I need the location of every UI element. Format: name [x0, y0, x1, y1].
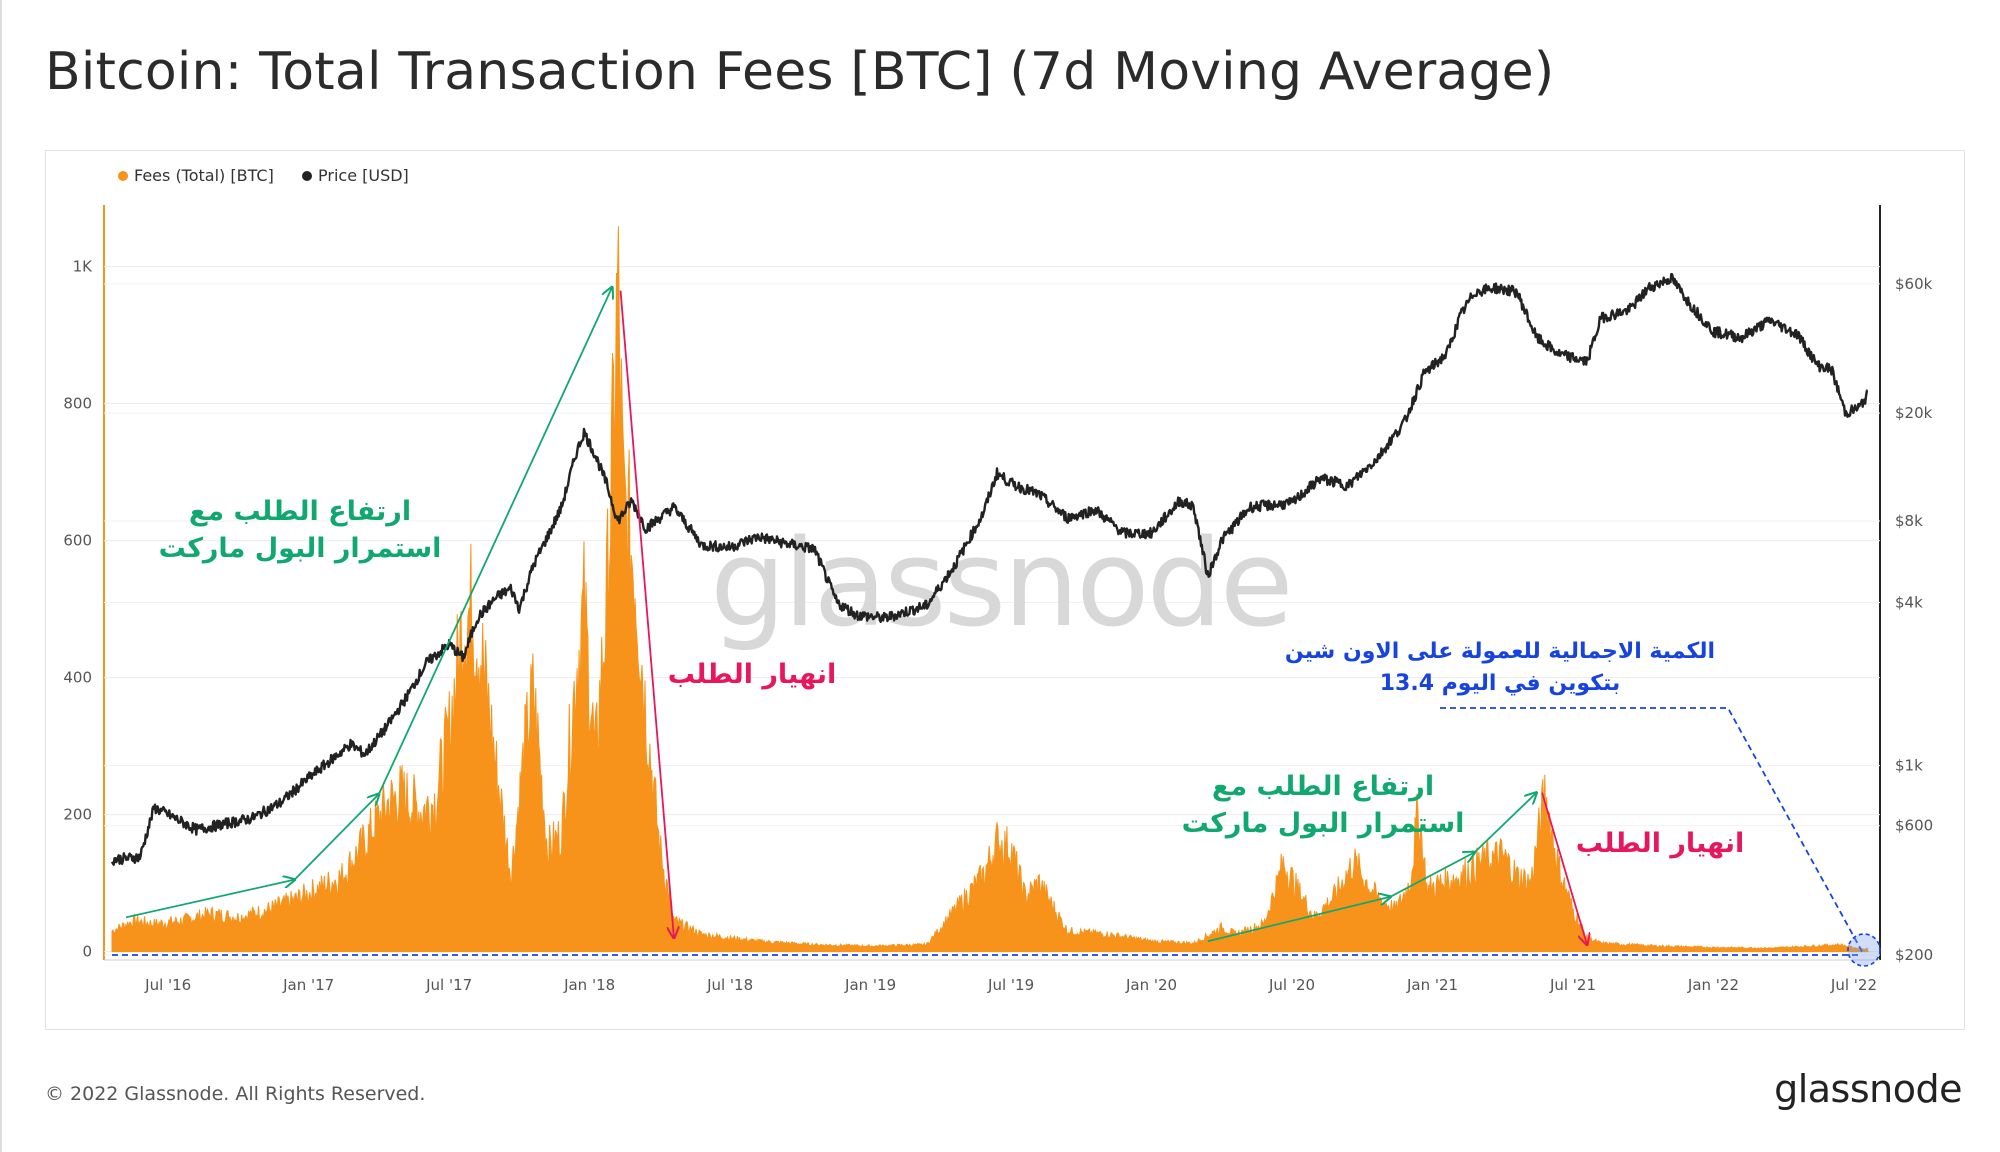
legend-price-label: Price [USD]: [318, 166, 409, 185]
right-tick-label: $1k: [1895, 757, 1923, 775]
page-title: Bitcoin: Total Transaction Fees [BTC] (7…: [45, 42, 1555, 102]
x-tick-label: Jul '18: [706, 976, 753, 994]
red-trend-arrow: [1541, 792, 1587, 945]
right-tick-label: $200: [1895, 946, 1933, 964]
left-tick-label: 0: [82, 943, 92, 961]
legend-price-dot: [302, 171, 312, 181]
annotation-line: استمرار البول ماركت: [1182, 808, 1465, 839]
price-line-series: [110, 272, 1869, 866]
right-tick-label: $8k: [1895, 512, 1923, 530]
x-tick-label: Jul '17: [425, 976, 472, 994]
legend-fees-dot: [118, 171, 128, 181]
x-tick-label: Jan '17: [282, 976, 334, 994]
right-tick-label: $4k: [1895, 594, 1923, 612]
left-frame-border: [0, 0, 2, 1152]
x-tick-label: Jul '20: [1268, 976, 1315, 994]
right-tick-label: $20k: [1895, 404, 1933, 422]
legend: Fees (Total) [BTC] Price [USD]: [118, 166, 409, 185]
x-tick-label: Jan '18: [563, 976, 615, 994]
footer-logo: glassnode: [1774, 1067, 1962, 1111]
annotation-demand-rise-1: ارتفاع الطلب مع استمرار البول ماركت: [159, 496, 442, 564]
annotation-line: استمرار البول ماركت: [159, 533, 442, 564]
annotation-line: الكمية الاجمالية للعمولة على الاون شين: [1285, 639, 1715, 664]
x-tick-label: Jan '20: [1125, 976, 1177, 994]
annotation-demand-collapse-1: انهيار الطلب: [668, 659, 837, 690]
left-tick-label: 1K: [73, 258, 94, 276]
x-tick-label: Jul '16: [144, 976, 191, 994]
annotation-current-fees-note: الكمية الاجمالية للعمولة على الاون شين 1…: [1285, 639, 1715, 696]
annotation-line: ارتفاع الطلب مع: [189, 496, 411, 527]
x-tick-label: Jan '22: [1687, 976, 1739, 994]
green-trend-arrow: [1389, 852, 1474, 898]
right-tick-label: $60k: [1895, 275, 1933, 293]
callout-leader: [1440, 707, 1865, 956]
trend-arrows: [125, 287, 1587, 945]
right-axis-ticks: $200 $600 $1k $4k $8k $20k $60k: [1895, 275, 1933, 964]
annotation-line: 13.4 بتكوين في اليوم: [1380, 671, 1621, 696]
left-tick-label: 800: [63, 395, 92, 413]
green-trend-arrow: [1207, 897, 1391, 943]
left-tick-label: 400: [63, 669, 92, 687]
annotation-line: انهيار الطلب: [1576, 828, 1745, 859]
x-tick-label: Jan '21: [1406, 976, 1458, 994]
green-trend-arrow: [1474, 793, 1537, 853]
chart-panel: [45, 150, 1965, 1030]
red-trend-arrow: [619, 290, 674, 938]
left-tick-label: 200: [63, 806, 92, 824]
x-axis-ticks: Jul '16 Jan '17 Jul '17 Jan '18 Jul '18 Jan '…: [144, 976, 1877, 994]
green-trend-arrow: [378, 287, 612, 795]
annotation-demand-rise-2: ارتفاع الطلب مع استمرار البول ماركت: [1182, 771, 1465, 839]
left-tick-label: 600: [63, 532, 92, 550]
annotation-line: انهيار الطلب: [668, 659, 837, 690]
footer-copyright: © 2022 Glassnode. All Rights Reserved.: [45, 1083, 426, 1105]
watermark: glassnode: [710, 515, 1291, 654]
x-tick-label: Jan '19: [844, 976, 896, 994]
x-tick-label: Jul '22: [1830, 976, 1877, 994]
current-value-marker: [1847, 933, 1881, 967]
annotation-line: ارتفاع الطلب مع: [1212, 771, 1434, 802]
legend-fees-label: Fees (Total) [BTC]: [134, 166, 274, 185]
left-axis-ticks: 0 200 400 600 800 1K: [63, 258, 93, 961]
fees-area-series: [111, 226, 1869, 953]
annotation-demand-collapse-2: انهيار الطلب: [1576, 828, 1745, 859]
right-tick-label: $600: [1895, 817, 1933, 835]
x-tick-label: Jul '21: [1549, 976, 1596, 994]
green-trend-arrow: [293, 794, 379, 881]
x-tick-label: Jul '19: [987, 976, 1034, 994]
gridlines: [104, 266, 1880, 956]
green-trend-arrow: [125, 880, 295, 919]
